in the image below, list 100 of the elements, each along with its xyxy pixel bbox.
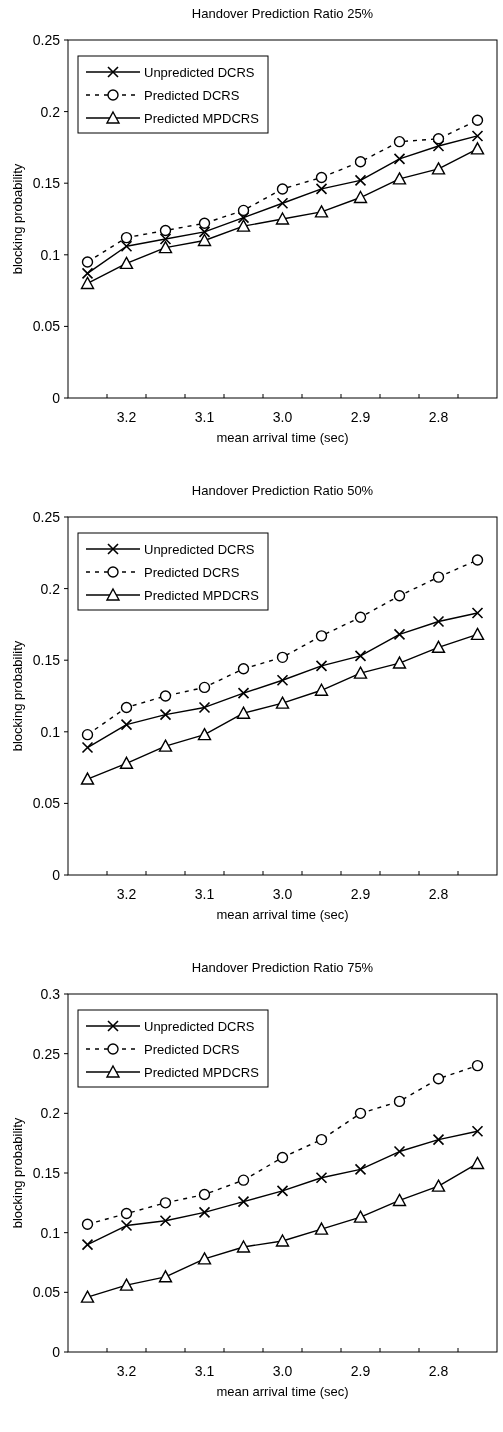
x-axis-title: mean arrival time (sec) (216, 1384, 349, 1399)
point (432, 1073, 445, 1085)
x-tick-label: 2.8 (428, 1363, 449, 1379)
point (197, 1252, 212, 1265)
point (120, 1219, 133, 1232)
point (198, 681, 211, 694)
x-tick-label: 3.1 (194, 1363, 215, 1379)
point (354, 1163, 367, 1176)
y-tick-label: 0.15 (32, 175, 61, 192)
point (237, 204, 250, 217)
point (276, 651, 289, 664)
point (471, 607, 484, 619)
x-tick-label: 3.1 (194, 409, 215, 425)
x-tick-label: 3.2 (116, 1363, 137, 1379)
point (197, 233, 212, 247)
point (120, 1207, 133, 1220)
x-tick-label: 3.0 (272, 409, 293, 425)
y-tick-label: 0.2 (40, 1105, 61, 1122)
legend-label: Predicted DCRS (144, 1042, 240, 1057)
point (159, 233, 172, 245)
point (315, 630, 328, 642)
point (159, 708, 172, 721)
point (354, 650, 367, 662)
point (354, 156, 367, 168)
x-tick-label: 2.9 (350, 409, 371, 425)
legend-label: Predicted DCRS (144, 565, 240, 580)
point (276, 197, 289, 210)
point (159, 1197, 172, 1209)
y-tick-label: 0.25 (32, 1045, 61, 1062)
point (80, 1290, 95, 1303)
chart-title: Handover Prediction Ratio 25% (191, 6, 374, 21)
point (353, 666, 368, 679)
point (470, 1156, 485, 1170)
point (431, 640, 446, 654)
legend-label: Unpredicted DCRS (144, 542, 255, 557)
point (236, 706, 251, 719)
point (471, 1059, 484, 1072)
y-tick-label: 0.15 (32, 652, 61, 669)
point (159, 690, 172, 702)
point (120, 701, 133, 714)
legend-label: Predicted MPDCRS (144, 1065, 260, 1080)
point (119, 256, 134, 270)
y-tick-label: 0.1 (40, 723, 61, 740)
point (275, 1234, 290, 1247)
point (237, 211, 250, 224)
legend-label: Unpredicted DCRS (144, 65, 255, 80)
legend-label: Unpredicted DCRS (144, 1019, 255, 1034)
y-tick-label: 0.05 (32, 1284, 61, 1301)
y-tick-label: 0.2 (40, 580, 61, 597)
point (315, 183, 328, 195)
point (81, 267, 94, 280)
point (119, 756, 134, 769)
point (471, 554, 484, 566)
point (198, 217, 211, 229)
point (354, 611, 367, 623)
y-tick-label: 0.2 (40, 103, 61, 120)
point (314, 205, 329, 218)
point (198, 701, 211, 714)
y-tick-label: 0 (52, 867, 61, 883)
point (392, 656, 407, 669)
y-tick-label: 0.1 (40, 246, 61, 263)
x-tick-label: 2.9 (350, 886, 371, 902)
y-tick-label: 0.05 (32, 795, 61, 812)
x-tick-label: 2.8 (428, 409, 449, 425)
point (353, 1210, 368, 1223)
point (354, 174, 367, 187)
point (198, 226, 211, 238)
point (275, 696, 290, 709)
x-axis-title: mean arrival time (sec) (216, 907, 349, 922)
point (353, 190, 368, 204)
point (81, 1218, 94, 1231)
point (198, 1206, 211, 1219)
point (276, 1185, 289, 1197)
point (315, 1171, 328, 1184)
x-tick-label: 2.8 (428, 886, 449, 902)
y-axis-title: blocking probability (10, 640, 25, 752)
y-tick-label: 0.15 (32, 1165, 61, 1181)
point (80, 772, 95, 785)
point (276, 674, 289, 687)
point (354, 1107, 367, 1120)
point (432, 571, 445, 583)
point (393, 628, 406, 641)
point (81, 1238, 94, 1251)
point (392, 1193, 407, 1207)
point (393, 590, 406, 602)
point (314, 1222, 329, 1235)
point (81, 741, 94, 754)
point (275, 212, 290, 225)
x-tick-label: 3.1 (194, 886, 215, 902)
point (392, 172, 407, 185)
y-tick-label: 0.1 (40, 1224, 61, 1241)
point (237, 687, 250, 699)
y-tick-label: 0 (52, 390, 61, 406)
point (393, 1095, 406, 1108)
point (393, 1145, 406, 1158)
point (80, 276, 95, 290)
point (276, 183, 289, 195)
point (431, 1179, 446, 1192)
x-tick-label: 2.9 (350, 1363, 371, 1379)
point (159, 1214, 172, 1227)
